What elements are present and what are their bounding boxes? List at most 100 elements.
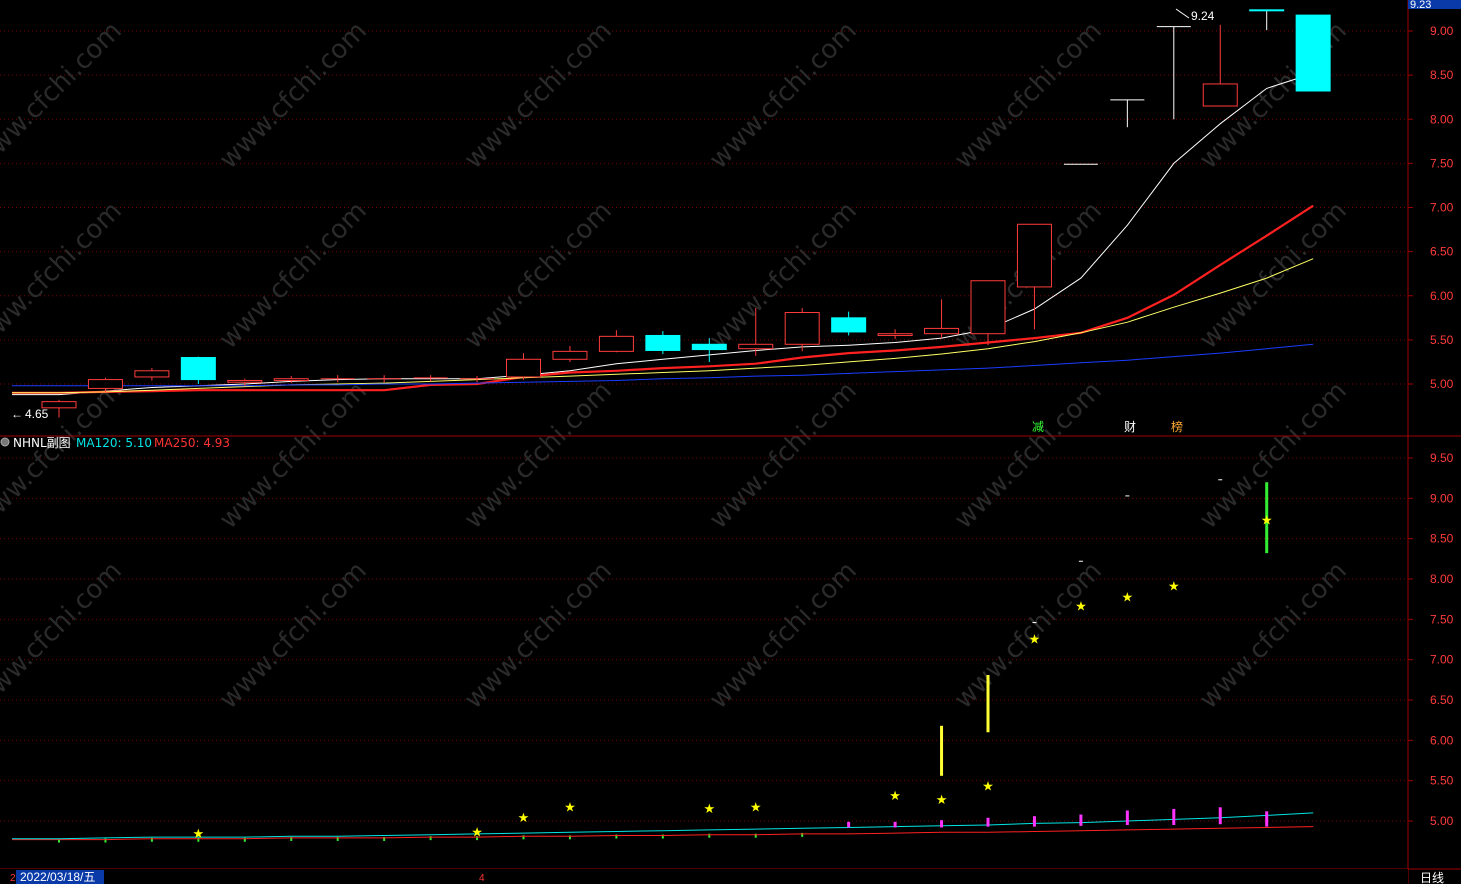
- sub-panel-name: NHNL副图: [13, 436, 71, 450]
- month-marker: 4: [479, 873, 485, 884]
- settings-circle-icon[interactable]: [0, 437, 10, 447]
- star-icon: ★: [936, 793, 948, 808]
- sub-tick-label: 6.00: [1430, 733, 1454, 747]
- price-tick-label: 9.00: [1430, 24, 1454, 38]
- high-price-annotation: 9.24: [1175, 8, 1215, 23]
- sub-tick-label: 5.50: [1430, 774, 1454, 788]
- ma-line-ma5: [12, 72, 1314, 396]
- candlesticks[interactable]: [41, 9, 1331, 418]
- candle-body: [924, 327, 960, 335]
- candle[interactable]: [970, 280, 1006, 346]
- candle-body: [506, 358, 541, 378]
- event-marker-jian[interactable]: 减: [1032, 420, 1044, 434]
- candle[interactable]: [738, 308, 774, 356]
- candle-body: [738, 343, 774, 350]
- candle[interactable]: [320, 375, 355, 383]
- watermark-text: www.cfchi.com: [214, 196, 373, 355]
- price-tick-label: 6.50: [1430, 245, 1454, 259]
- low-price-label: 4.65: [25, 407, 49, 421]
- candle-body: [1249, 9, 1285, 12]
- candle[interactable]: [784, 308, 820, 352]
- candle-body: [598, 335, 634, 352]
- candle[interactable]: [227, 378, 263, 386]
- candle-body: [645, 334, 681, 351]
- candle-body: [41, 401, 77, 409]
- candle-body: [1295, 14, 1331, 92]
- candle-body: [552, 350, 588, 360]
- star-icon: ★: [1261, 513, 1273, 528]
- candle[interactable]: [1110, 99, 1145, 128]
- watermark-text: www.cfchi.com: [0, 16, 128, 175]
- watermark-text: www.cfchi.com: [704, 376, 863, 535]
- star-icon: ★: [750, 800, 762, 815]
- star-icon: ★: [564, 800, 576, 815]
- candle[interactable]: [413, 375, 448, 382]
- candle[interactable]: [506, 353, 541, 380]
- star-icon: ★: [1075, 600, 1087, 615]
- star-icon: ★: [193, 827, 205, 842]
- star-icon: ★: [1029, 633, 1041, 648]
- price-tick-label: 8.00: [1430, 112, 1454, 126]
- price-tick-label: 5.50: [1430, 333, 1454, 347]
- moving-average-lines: [12, 72, 1314, 396]
- candle[interactable]: [1202, 24, 1238, 107]
- candle[interactable]: [877, 329, 913, 339]
- watermark-text: www.cfchi.com: [949, 16, 1108, 175]
- candle[interactable]: [1156, 26, 1191, 120]
- candle[interactable]: [87, 377, 123, 392]
- candle[interactable]: [134, 368, 170, 381]
- sub-ma120-line: [12, 812, 1314, 840]
- watermark-text: www.cfchi.com: [704, 556, 863, 715]
- candle[interactable]: [924, 299, 960, 339]
- candle[interactable]: [831, 311, 867, 336]
- current-price-tag: 9.23: [1408, 0, 1461, 11]
- ma-line-ma20: [12, 258, 1314, 394]
- sub-tick-label: 8.50: [1430, 532, 1454, 546]
- star-icon: ★: [889, 789, 901, 804]
- star-icon: ★: [518, 811, 530, 826]
- candle[interactable]: [598, 330, 634, 353]
- price-tick-label: 6.00: [1430, 289, 1454, 303]
- watermark-text: www.cfchi.com: [0, 196, 128, 355]
- watermark-text: www.cfchi.com: [214, 16, 373, 175]
- low-arrow-icon: ←: [11, 407, 23, 421]
- nhnl-subchart[interactable]: ★ ★ ★ ★ ★ ★ ★ ★ ★ ★ ★ ★ ★ ★: [12, 479, 1314, 843]
- watermark-text: www.cfchi.com: [214, 376, 373, 535]
- price-tick-label: 8.50: [1430, 68, 1454, 82]
- price-axis: 9.00 8.50 8.00 7.50 7.00 6.50 6.00 5.50 5.00 9.50…: [1408, 24, 1454, 828]
- candle-body: [970, 280, 1006, 335]
- sub-tick-label: 7.00: [1430, 653, 1454, 667]
- watermark-text: www.cfchi.com: [704, 16, 863, 175]
- candle-body: [134, 370, 170, 378]
- event-markers[interactable]: 减 财 榜: [1032, 419, 1183, 434]
- candle[interactable]: [552, 346, 588, 362]
- candle[interactable]: [273, 376, 309, 384]
- candle[interactable]: [41, 399, 77, 418]
- sub-panel-legend: NHNL副图 MA120: 5.10 MA250: 4.93: [0, 436, 230, 450]
- event-marker-cai[interactable]: 财: [1124, 420, 1136, 434]
- candle[interactable]: [1016, 223, 1052, 330]
- candle[interactable]: [460, 376, 495, 383]
- candle[interactable]: [691, 338, 727, 362]
- candle-body: [227, 379, 263, 383]
- candle-body: [180, 357, 216, 381]
- candle[interactable]: [1249, 9, 1285, 31]
- sub-tick-label: 8.00: [1430, 572, 1454, 586]
- sub-tick-label: 9.00: [1430, 491, 1454, 505]
- watermark-text: www.cfchi.com: [949, 376, 1108, 535]
- candle-body: [784, 312, 820, 345]
- event-marker-bang[interactable]: 榜: [1171, 419, 1183, 434]
- candle[interactable]: [645, 331, 681, 354]
- cursor-date-label: 2022/03/18/五: [20, 870, 95, 884]
- candle[interactable]: [180, 356, 216, 384]
- candle[interactable]: [367, 375, 402, 383]
- watermark-text: www.cfchi.com: [1194, 556, 1353, 715]
- candle[interactable]: [1295, 14, 1331, 92]
- ma120-label: MA120: 5.10: [76, 436, 152, 450]
- period-label[interactable]: 日线: [1420, 871, 1444, 884]
- watermark-text: www.cfchi.com: [0, 376, 128, 535]
- star-icon: ★: [703, 802, 715, 817]
- sub-tick-label: 5.00: [1430, 814, 1454, 828]
- low-price-annotation: ← 4.65: [11, 407, 49, 421]
